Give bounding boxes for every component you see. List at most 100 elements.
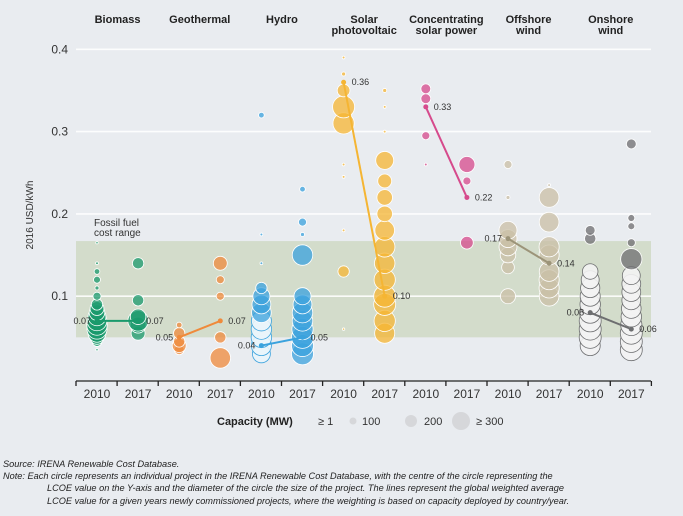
x-tick-label: 2017 [536, 387, 563, 401]
weighted-average-label: 0.06 [639, 324, 657, 334]
weighted-average-line [507, 237, 550, 265]
project-point [460, 235, 474, 250]
project-point [584, 225, 596, 236]
note-line-3: LCOE value for a given years newly commi… [47, 495, 570, 506]
legend-swatch [452, 412, 470, 430]
x-tick-label: 2017 [371, 387, 398, 401]
project-point [503, 160, 513, 169]
project-point [175, 321, 183, 329]
project-point [423, 162, 428, 167]
lcoe-chart: Fossil fuel cost range 0.1 0.2 0.3 0.4 2016 US… [25, 14, 657, 430]
technology-label: Geothermal [169, 14, 230, 26]
project-point [95, 241, 99, 245]
note-line-1: Note: Each circle represents an individu… [3, 471, 553, 482]
project-point [505, 195, 511, 200]
project-point [93, 275, 101, 284]
x-tick-label: 2017 [207, 387, 234, 401]
source-note: Source: IRENA Renewable Cost Database. [3, 459, 180, 469]
weighted-average-label: 0.07 [228, 316, 246, 326]
project-point [291, 244, 314, 266]
project-point [300, 232, 305, 237]
project-point [299, 185, 306, 193]
x-tick-label: 2017 [289, 387, 316, 401]
legend-entry-label: 100 [362, 416, 380, 428]
weighted-average-label: 0.33 [434, 102, 452, 112]
weighted-average-marker [464, 194, 470, 200]
project-point [377, 173, 393, 189]
project-point [337, 265, 350, 278]
legend-entry-label: 200 [424, 416, 442, 428]
x-tick-label: 2017 [618, 387, 645, 401]
weighted-average-label: 0.04 [238, 341, 256, 351]
x-tick-label: 2010 [330, 387, 357, 401]
x-tick-label: 2010 [412, 387, 439, 401]
project-point [421, 131, 431, 141]
weighted-average-label: 0.10 [393, 291, 411, 301]
weighted-average-label: 0.36 [352, 77, 370, 87]
weighted-average-marker [135, 318, 141, 324]
weighted-average-label: 0.05 [311, 332, 329, 342]
project-point [376, 205, 393, 223]
weighted-average-marker [217, 318, 223, 324]
weighted-average-marker [546, 260, 552, 266]
y-tick-label: 0.3 [51, 125, 68, 139]
weighted-average-label: 0.07 [146, 316, 164, 326]
weighted-average-marker [587, 310, 593, 316]
project-point [95, 261, 99, 266]
x-tick-label: 2010 [166, 387, 193, 401]
x-tick-label: 2010 [495, 387, 522, 401]
project-point [374, 220, 395, 241]
legend-swatch [405, 415, 417, 427]
project-point [293, 287, 312, 306]
weighted-average-label: 0.05 [156, 332, 174, 342]
legend-entry-label: ≥ 1 [318, 416, 333, 428]
technology-label: Onshore [588, 14, 633, 26]
project-point [259, 232, 264, 237]
fossil-fuel-label: cost range [94, 228, 141, 239]
project-point [382, 88, 388, 93]
project-point [462, 176, 472, 186]
technology-label: Offshore [506, 14, 552, 26]
project-point [214, 331, 227, 344]
weighted-average-label: 0.08 [567, 308, 585, 318]
chart-notes: Source: IRENA Renewable Cost Database. N… [3, 458, 683, 507]
x-tick-label: 2017 [125, 387, 152, 401]
project-point [341, 71, 347, 77]
project-point [258, 111, 265, 119]
project-point [132, 257, 145, 270]
project-point [382, 129, 387, 134]
project-point [420, 93, 432, 104]
fossil-fuel-label: Fossil fuel [94, 218, 139, 229]
project-point [375, 151, 395, 170]
project-point [212, 255, 228, 271]
project-point [376, 189, 393, 206]
weighted-average-line [589, 311, 632, 331]
x-tick-label: 2010 [577, 387, 604, 401]
weighted-average-marker [94, 318, 100, 324]
project-point [132, 294, 145, 307]
weighted-average-marker [176, 334, 182, 340]
weighted-average-marker [300, 334, 305, 340]
project-point [209, 347, 231, 369]
x-tick-label: 2017 [454, 387, 481, 401]
project-point [341, 228, 346, 233]
weighted-average-label: 0.14 [557, 258, 575, 268]
project-point [620, 248, 643, 271]
project-point [341, 327, 346, 331]
legend-entry-label: ≥ 300 [476, 416, 503, 428]
weighted-average-label: 0.07 [73, 316, 91, 326]
weighted-average-label: 0.17 [484, 234, 502, 244]
technology-label: wind [597, 25, 623, 37]
project-point [627, 222, 636, 231]
project-point [627, 214, 636, 222]
project-point [332, 95, 356, 119]
project-point [215, 291, 225, 301]
project-point [538, 211, 560, 233]
project-point [341, 162, 346, 167]
project-point [582, 263, 599, 280]
project-point [298, 217, 307, 227]
weighted-average-marker [258, 343, 264, 349]
project-point [255, 281, 268, 295]
project-point [500, 288, 516, 305]
